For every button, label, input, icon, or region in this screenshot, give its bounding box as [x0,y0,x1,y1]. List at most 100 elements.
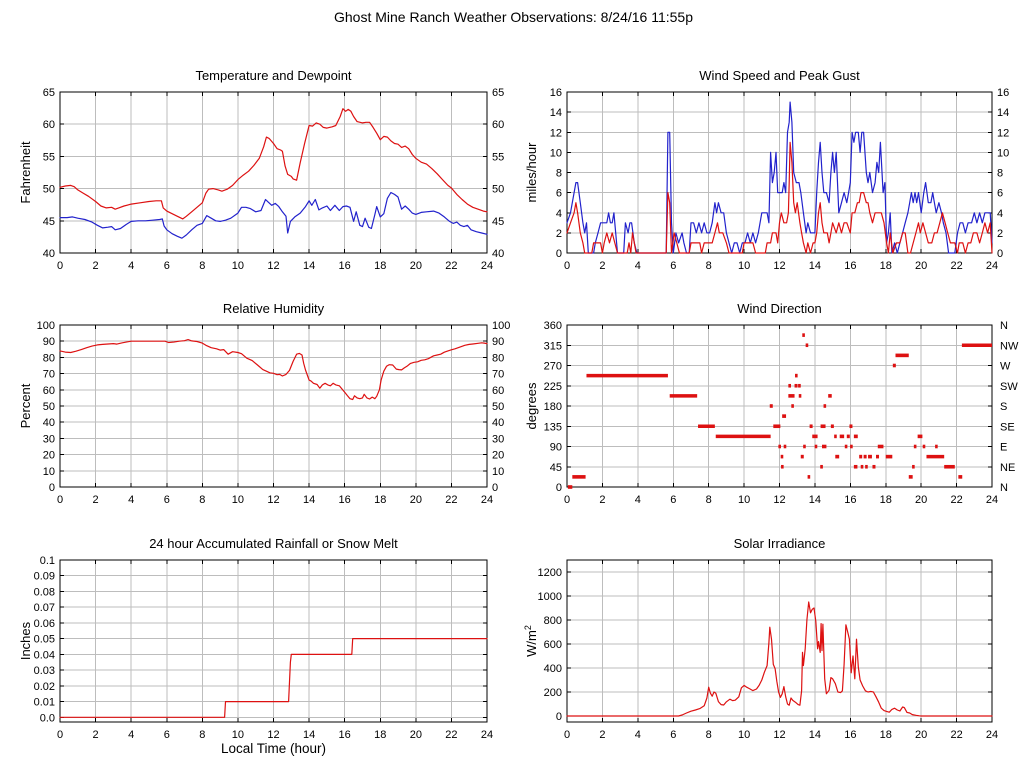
relative-humidity-ytick-label-right: 40 [492,417,504,429]
relative-humidity-xtick-label: 2 [93,494,99,506]
relative-humidity-ylabel: Percent [18,383,33,428]
rainfall-xtick-label: 0 [57,729,63,741]
solar-irradiance-ylabel: W/m2 [523,625,539,657]
relative-humidity-ytick-label-right: 100 [492,320,510,332]
relative-humidity-ytick-label: 40 [43,417,55,429]
temperature-dewpoint-xtick-label: 14 [303,260,315,272]
rainfall-ytick-label: 0.07 [34,602,55,614]
relative-humidity-ytick-label: 80 [43,352,55,364]
wind-speed-gust-ylabel: miles/hour [524,142,539,203]
temperature-dewpoint-series-temperature [59,108,488,220]
solar-irradiance-xtick-label: 20 [915,729,927,741]
relative-humidity-xtick-label: 6 [164,494,170,506]
solar-irradiance-xtick-label: 0 [564,729,570,741]
relative-humidity-ytick-label: 90 [43,336,55,348]
rainfall-xtick-label: 2 [93,729,99,741]
relative-humidity-xtick-label: 12 [267,494,279,506]
wind-direction-compass-label: N [1000,320,1008,332]
wind-speed-gust-ytick-label: 12 [550,127,562,139]
wind-direction-xtick-label: 8 [706,494,712,506]
wind-speed-gust-xtick-label: 4 [635,260,641,272]
relative-humidity-xtick-label: 22 [445,494,457,506]
wind-speed-gust-xtick-label: 2 [599,260,605,272]
relative-humidity-xtick-label: 4 [128,494,134,506]
temperature-dewpoint-xtick-label: 18 [374,260,386,272]
rainfall-ytick-label: 0.04 [34,649,55,661]
rainfall-xtick-label: 22 [445,729,457,741]
relative-humidity-xtick-label: 14 [303,494,315,506]
rainfall-ytick-label: 0.06 [34,618,55,630]
relative-humidity-ytick-label-right: 20 [492,450,504,462]
wind-speed-gust-ytick-label: 4 [556,208,562,220]
wind-direction-xtick-label: 12 [773,494,785,506]
wind-direction-compass-label: NE [1000,462,1015,474]
solar-irradiance-ytick-label: 0 [556,711,562,723]
temperature-dewpoint-ytick-label-right: 65 [492,87,504,99]
rainfall-ytick-label: 0.02 [34,681,55,693]
wind-direction-ytick-label: 45 [550,462,562,474]
chart-title-relative-humidity: Relative Humidity [223,301,325,316]
temperature-dewpoint-ylabel: Fahrenheit [18,141,33,204]
wind-speed-gust-xtick-label: 0 [564,260,570,272]
wind-direction-compass-label: W [1000,361,1011,373]
relative-humidity-xtick-label: 8 [199,494,205,506]
wind-speed-gust-xtick-label: 20 [915,260,927,272]
wind-speed-gust-xtick-label: 16 [844,260,856,272]
wind-direction-xtick-label: 10 [738,494,750,506]
temperature-dewpoint-ytick-label-right: 50 [492,184,504,196]
chart-wind-direction: 0 2 4 6 8 10 12 14 16 18 20 22 240459013518022527031… [524,301,1019,506]
chart-title-wind-direction: Wind Direction [737,301,822,316]
wind-direction-xtick-label: 0 [564,494,570,506]
rainfall-ytick-label: 0.01 [34,697,55,709]
wind-direction-ytick-label: 225 [544,381,562,393]
wind-speed-gust-xtick-label: 12 [773,260,785,272]
rainfall-xtick-label: 4 [128,729,134,741]
wind-speed-gust-ytick-label-right: 6 [997,188,1003,200]
relative-humidity-ytick-label-right: 50 [492,401,504,413]
temperature-dewpoint-series-dewpoint [59,191,488,239]
relative-humidity-xtick-label: 24 [481,494,493,506]
rainfall-xtick-label: 14 [303,729,315,741]
wind-direction-ylabel: degrees [524,382,539,429]
wind-speed-gust-xtick-label: 18 [880,260,892,272]
wind-speed-gust-ytick-label: 8 [556,168,562,180]
wind-direction-xtick-label: 20 [915,494,927,506]
wind-direction-xtick-label: 22 [950,494,962,506]
wind-direction-xtick-label: 4 [635,494,641,506]
relative-humidity-ytick-label-right: 10 [492,466,504,478]
wind-speed-gust-xtick-label: 14 [809,260,821,272]
wind-direction-ytick-label: 270 [544,361,562,373]
solar-irradiance-series-irradiance [566,601,993,717]
temperature-dewpoint-xtick-label: 4 [128,260,134,272]
relative-humidity-series-humidity [59,338,488,401]
wind-direction-ytick-label: 90 [550,442,562,454]
wind-direction-compass-label: N [1000,482,1008,494]
rainfall-xlabel: Local Time (hour) [221,741,326,756]
wind-direction-ytick-label: 360 [544,320,562,332]
wind-direction-xtick-label: 24 [986,494,998,506]
wind-direction-ytick-label: 315 [544,340,562,352]
wind-direction-xtick-label: 16 [844,494,856,506]
temperature-dewpoint-xtick-label: 2 [93,260,99,272]
relative-humidity-xtick-label: 20 [410,494,422,506]
rainfall-xtick-label: 12 [267,729,279,741]
temperature-dewpoint-xtick-label: 0 [57,260,63,272]
wind-speed-gust-ytick-label-right: 16 [997,87,1009,99]
rainfall-ytick-label: 0.05 [34,634,55,646]
solar-irradiance-xtick-label: 4 [635,729,641,741]
relative-humidity-xtick-label: 10 [232,494,244,506]
temperature-dewpoint-xtick-label: 12 [267,260,279,272]
chart-title-solar-irradiance: Solar Irradiance [734,536,826,551]
rainfall-xtick-label: 8 [199,729,205,741]
temperature-dewpoint-ytick-label-right: 45 [492,216,504,228]
solar-irradiance-xtick-label: 16 [844,729,856,741]
temperature-dewpoint-ytick-label: 45 [43,216,55,228]
temperature-dewpoint-ytick-label-right: 60 [492,119,504,131]
rainfall-xtick-label: 20 [410,729,422,741]
rainfall-xtick-label: 24 [481,729,493,741]
wind-speed-gust-ytick-label-right: 2 [997,228,1003,240]
wind-speed-gust-ytick-label: 14 [550,107,562,119]
